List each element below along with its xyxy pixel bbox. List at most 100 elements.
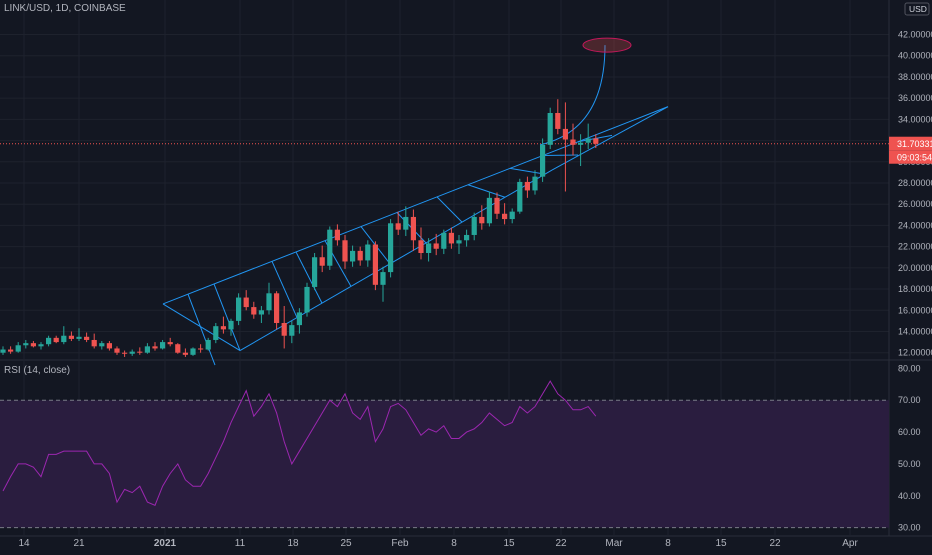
candle-body xyxy=(31,343,36,346)
candle-body xyxy=(130,352,135,354)
candle-body xyxy=(228,321,233,329)
candle-body xyxy=(320,257,325,265)
candle-body xyxy=(61,336,66,342)
candle-body xyxy=(487,198,492,223)
candle-body xyxy=(578,143,583,145)
candle-body xyxy=(282,323,287,336)
price-tick-label: 12.00000 xyxy=(898,348,932,358)
candle-body xyxy=(373,245,378,285)
date-tick-label: 8 xyxy=(451,538,457,549)
candle-body xyxy=(221,326,226,329)
channel-right-edge xyxy=(552,107,668,170)
date-tick-label: 22 xyxy=(769,538,781,549)
candle-body xyxy=(525,182,530,190)
candle-body xyxy=(304,287,309,312)
candle-body xyxy=(236,298,241,321)
candle-body xyxy=(555,113,560,129)
candle-body xyxy=(502,214,507,219)
date-tick-label: 15 xyxy=(503,538,515,549)
candle-body xyxy=(84,337,89,340)
rsi-tick-label: 40.00 xyxy=(898,491,921,501)
candle-body xyxy=(198,348,203,349)
candle-body xyxy=(472,217,477,235)
price-tick-label: 16.00000 xyxy=(898,305,932,315)
candle-body xyxy=(92,340,97,346)
price-tick-label: 22.00000 xyxy=(898,242,932,252)
candle-body xyxy=(259,310,264,314)
channel-divider xyxy=(510,168,545,174)
candle-body xyxy=(312,257,317,287)
candle-body xyxy=(274,293,279,323)
price-tick-label: 38.00000 xyxy=(898,72,932,82)
candle-body xyxy=(206,340,211,350)
candle-body xyxy=(23,343,28,345)
candle-body xyxy=(76,337,81,339)
candle-body xyxy=(441,233,446,249)
date-tick-label: 15 xyxy=(715,538,727,549)
candle-body xyxy=(190,348,195,354)
price-tick-label: 34.00000 xyxy=(898,114,932,124)
price-tick-label: 36.00000 xyxy=(898,93,932,103)
candle-body xyxy=(46,338,51,344)
date-tick-label: Mar xyxy=(605,538,623,549)
rsi-tick-label: 50.00 xyxy=(898,459,921,469)
candle-body xyxy=(403,217,408,230)
date-tick-label: Feb xyxy=(391,538,409,549)
candle-body xyxy=(388,223,393,272)
candle-body xyxy=(122,353,127,354)
candle-body xyxy=(213,326,218,340)
price-tick-label: 26.00000 xyxy=(898,199,932,209)
candle-body xyxy=(289,325,294,336)
candle-body xyxy=(251,307,256,314)
candle-body xyxy=(244,298,249,308)
candle-body xyxy=(586,138,591,142)
candle-body xyxy=(152,346,157,348)
candle-body xyxy=(358,251,363,261)
rsi-tick-label: 80.00 xyxy=(898,363,921,373)
candle-body xyxy=(168,342,173,344)
candle-body xyxy=(380,272,385,285)
candle-body xyxy=(297,312,302,325)
candle-body xyxy=(449,233,454,244)
candle-body xyxy=(593,138,598,143)
candle-body xyxy=(411,217,416,240)
candle-body xyxy=(327,230,332,266)
price-tick-label: 24.00000 xyxy=(898,220,932,230)
candle-body xyxy=(38,344,43,346)
channel-upper-line xyxy=(163,107,668,304)
candle-body xyxy=(342,240,347,261)
candle-body xyxy=(396,223,401,229)
date-tick-label: 14 xyxy=(18,538,30,549)
candle-body xyxy=(479,217,484,223)
price-tick-label: 42.00000 xyxy=(898,30,932,40)
candle-body xyxy=(350,251,355,262)
candle-body xyxy=(0,350,5,353)
candle-body xyxy=(137,352,142,353)
candle-body xyxy=(54,338,59,342)
candle-body xyxy=(494,198,499,214)
price-tick-label: 14.00000 xyxy=(898,326,932,336)
symbol-header: LINK/USD, 1D, COINBASE xyxy=(4,3,126,14)
candle-body xyxy=(464,235,469,240)
candle-body xyxy=(570,140,575,145)
channel-divider xyxy=(437,197,462,222)
candle-body xyxy=(418,240,423,253)
date-tick-label: 21 xyxy=(73,538,85,549)
candle-body xyxy=(69,336,74,339)
candle-body xyxy=(266,293,271,310)
price-tick-label: 40.00000 xyxy=(898,51,932,61)
date-tick-label: 11 xyxy=(235,538,246,549)
candle-body xyxy=(160,342,165,348)
candle-body xyxy=(16,345,21,351)
date-tick-label: 8 xyxy=(665,538,671,549)
rsi-band xyxy=(0,400,889,527)
rsi-tick-label: 70.00 xyxy=(898,395,921,405)
candle-body xyxy=(114,348,119,352)
candle-body xyxy=(540,145,545,177)
candle-body xyxy=(434,243,439,248)
candle-body xyxy=(175,344,180,352)
date-tick-label: Apr xyxy=(842,538,858,549)
date-tick-label: 22 xyxy=(555,538,567,549)
